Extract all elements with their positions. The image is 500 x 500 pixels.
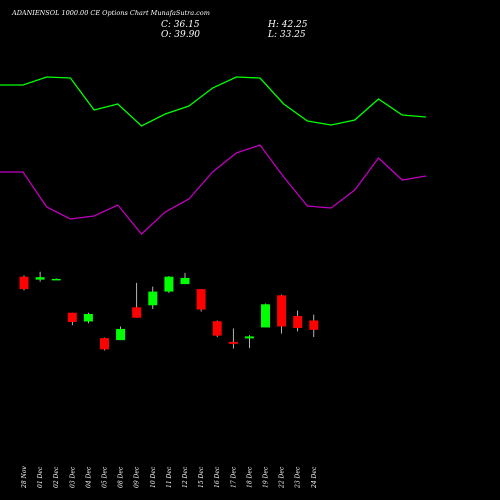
- candle-body: [261, 304, 270, 328]
- x-tick-label: 19 Dec: [263, 466, 270, 488]
- x-tick-label: 01 Dec: [37, 466, 44, 488]
- candle-body: [83, 314, 93, 322]
- candle-19-dec: [261, 303, 270, 328]
- candle-body: [212, 321, 222, 336]
- close-value: C: 36.15: [161, 20, 200, 30]
- candle-body: [277, 295, 287, 327]
- candle-body: [67, 312, 77, 322]
- x-tick-label: 17 Dec: [230, 466, 237, 488]
- chart-title: ADANIENSOL 1000.00 CE Options Chart Muna…: [12, 9, 210, 17]
- candle-16-dec: [212, 320, 222, 338]
- candle-28-nov: [19, 275, 29, 291]
- open-value: O: 39.90: [161, 30, 201, 40]
- candle-15-dec: [196, 289, 206, 312]
- x-tick-label: 12 Dec: [182, 466, 189, 488]
- candle-17-dec: [228, 328, 238, 349]
- candle-body: [35, 277, 45, 280]
- candle-body: [228, 341, 238, 344]
- x-tick-label: 22 Dec: [279, 466, 286, 489]
- candle-09-dec: [132, 282, 142, 318]
- x-tick-label: 16 Dec: [214, 466, 221, 488]
- candle-23-dec: [293, 310, 303, 332]
- candle-body: [148, 291, 158, 306]
- candles: [19, 271, 319, 351]
- lower-indicator-line: [0, 144, 427, 235]
- x-axis-ticks: 28 Nov 01 Dec 02 Dec 03 Dec 04 Dec 05 Dec 08 D…: [21, 466, 318, 489]
- candle-body: [116, 328, 126, 341]
- candle-body: [132, 307, 142, 318]
- candle-body: [51, 278, 61, 281]
- candle-05-dec: [100, 337, 109, 351]
- x-tick-label: 10 Dec: [150, 466, 157, 488]
- indicator-lines: [0, 76, 427, 235]
- candle-body: [196, 289, 206, 310]
- x-tick-label: 05 Dec: [102, 466, 109, 488]
- x-tick-label: 09 Dec: [134, 466, 141, 488]
- candle-11-dec: [164, 276, 174, 293]
- candle-02-dec: [51, 278, 61, 281]
- x-tick-label: 24 Dec: [311, 466, 318, 489]
- candle-22-dec: [277, 294, 287, 334]
- candle-18-dec: [244, 335, 254, 349]
- candle-body: [180, 277, 190, 285]
- candle-body: [293, 315, 303, 328]
- candle-body: [244, 336, 254, 339]
- candle-24-dec: [309, 314, 319, 338]
- high-value: H: 42.25: [268, 20, 308, 30]
- candle-body: [164, 276, 174, 292]
- x-tick-label: 15 Dec: [198, 466, 205, 488]
- x-tick-label: 02 Dec: [53, 466, 60, 488]
- candle-10-dec: [148, 286, 158, 310]
- candle-04-dec: [83, 312, 93, 324]
- x-tick-label: 28 Nov: [21, 466, 28, 489]
- candle-body: [309, 320, 319, 330]
- upper-indicator-line: [0, 76, 426, 127]
- candle-12-dec: [180, 272, 190, 285]
- x-tick-label: 23 Dec: [295, 466, 302, 489]
- x-tick-label: 04 Dec: [85, 466, 92, 488]
- candle-08-dec: [116, 326, 126, 341]
- x-tick-label: 18 Dec: [246, 466, 253, 488]
- candle-body: [100, 338, 109, 350]
- candle-body: [19, 276, 29, 290]
- candle-01-dec: [35, 271, 45, 282]
- candle-03-dec: [67, 312, 77, 326]
- x-tick-label: 11 Dec: [166, 466, 173, 488]
- low-value: L: 33.25: [268, 30, 306, 40]
- x-tick-label: 08 Dec: [118, 466, 125, 488]
- x-tick-label: 03 Dec: [69, 466, 76, 488]
